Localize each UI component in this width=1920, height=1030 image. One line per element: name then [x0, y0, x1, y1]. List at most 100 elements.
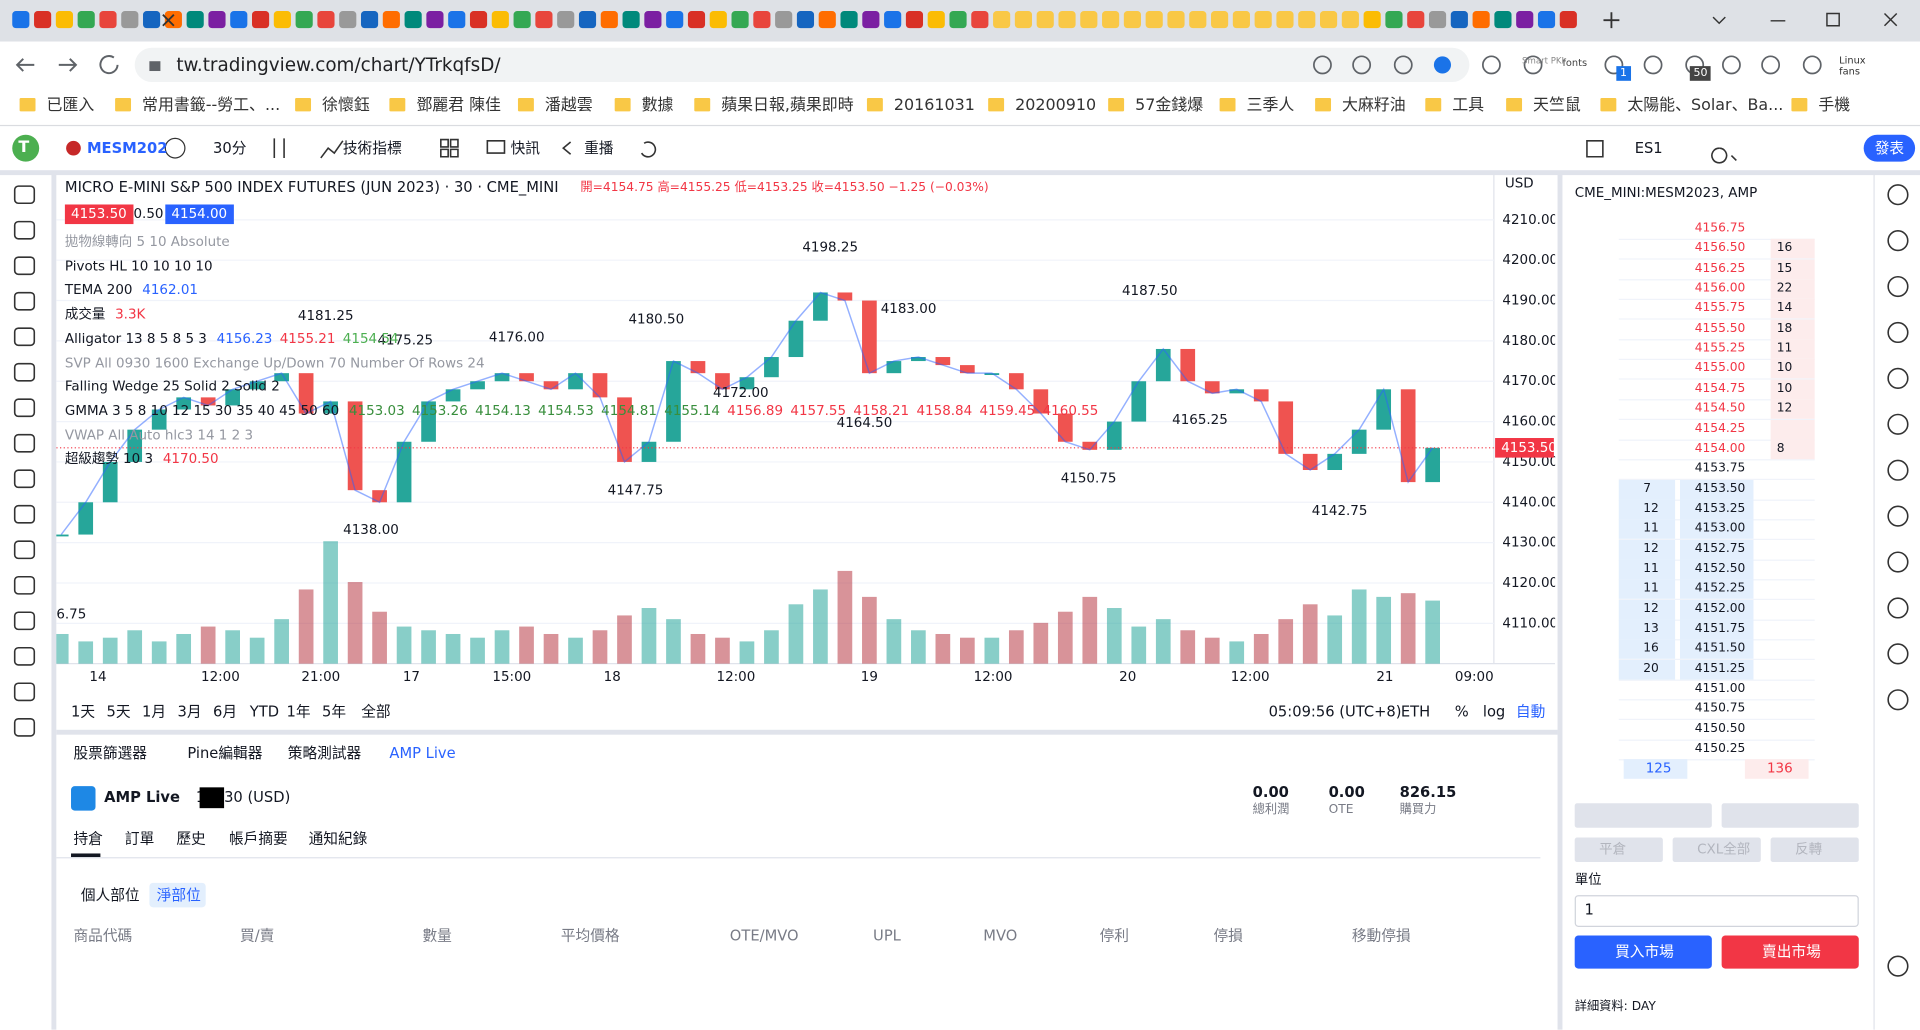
extension-icon [1482, 55, 1501, 75]
details[interactable]: 詳細資料: DAY [1574, 1000, 1656, 1014]
action-button[interactable] [1574, 837, 1663, 863]
tool-icon [13, 220, 36, 240]
bookmark[interactable]: 天竺鼠 [1533, 96, 1581, 116]
ladder-price[interactable]: 4152.50 [1694, 561, 1746, 576]
ladder-price[interactable]: 4155.75 [1694, 301, 1746, 316]
range-button[interactable]: 5年 [322, 702, 347, 721]
subtab[interactable]: 帳戶摘要 [228, 830, 288, 848]
percent-toggle[interactable]: % [1454, 702, 1469, 721]
bookmark[interactable]: 三季人 [1246, 96, 1295, 116]
ladder-price[interactable]: 4153.00 [1694, 521, 1746, 536]
ladder-price[interactable]: 4156.00 [1694, 281, 1746, 296]
subtab[interactable]: 持倉 [73, 830, 103, 848]
ladder-price[interactable]: 4152.75 [1694, 541, 1746, 556]
subtab[interactable]: 歷史 [176, 830, 206, 848]
bookmark[interactable]: 57金錢爆 [1135, 96, 1204, 116]
ladder-price[interactable]: 4153.75 [1694, 461, 1746, 476]
ladder-price[interactable]: 4152.25 [1694, 581, 1746, 596]
ladder-price[interactable]: 4154.25 [1694, 421, 1746, 436]
bookmark[interactable]: 潘越雲 [544, 96, 593, 116]
bid[interactable]: 4153.50 [64, 204, 133, 225]
panel-tab[interactable]: AMP Live [389, 744, 456, 762]
sell-label[interactable]: 賣出市場 [1762, 942, 1821, 961]
publish-button[interactable] [1863, 134, 1916, 162]
ladder-price[interactable]: 4151.75 [1694, 622, 1746, 636]
filter-button[interactable]: 淨部位 [156, 886, 201, 904]
range-button[interactable]: 全部 [361, 702, 391, 721]
action-label[interactable]: 反轉 [1795, 841, 1823, 858]
panel-tab[interactable]: 策略測試器 [287, 744, 362, 762]
ladder-price[interactable]: 4153.25 [1694, 501, 1746, 516]
bookmark[interactable]: 蘋果日報,蘋果即時 [721, 96, 854, 116]
ladder-price[interactable]: 4154.50 [1694, 401, 1746, 416]
broker[interactable]: AMP Live [104, 788, 180, 806]
sell-button[interactable] [1721, 935, 1859, 969]
action-button[interactable] [1672, 837, 1761, 863]
ladder-row [1618, 399, 1815, 421]
ladder-price[interactable]: 4151.50 [1694, 642, 1746, 656]
filter-button[interactable]: 個人部位 [80, 886, 140, 904]
session[interactable]: ETH [1400, 702, 1431, 721]
unit-input[interactable] [1574, 895, 1859, 927]
ladder-price[interactable]: 4151.25 [1694, 662, 1746, 676]
blank-button[interactable] [1574, 803, 1712, 828]
interval[interactable]: 30分 [213, 139, 247, 157]
range-button[interactable]: 3月 [177, 702, 202, 721]
bookmark[interactable]: 數據 [641, 96, 674, 116]
ladder-price[interactable]: 4155.00 [1694, 361, 1746, 376]
ladder-price[interactable]: 4152.00 [1694, 602, 1746, 616]
url[interactable]: tw.tradingview.com/chart/YTrkqfsD/ [176, 53, 501, 76]
ladder-price[interactable]: 4153.50 [1694, 481, 1746, 496]
bookmark[interactable]: 大麻籽油 [1342, 96, 1406, 116]
bookmark[interactable]: 20161031 [893, 96, 975, 116]
bookmark[interactable]: 手機 [1818, 96, 1851, 116]
range-button[interactable]: 1月 [142, 702, 167, 721]
bookmark[interactable]: 太陽能、Solar、Ba... [1627, 96, 1784, 116]
action-button[interactable] [1770, 837, 1859, 863]
auto-toggle[interactable]: 自動 [1515, 702, 1546, 721]
compare-symbol[interactable]: ES1 [1634, 139, 1663, 157]
subtab[interactable]: 通知紀錄 [308, 830, 368, 848]
log-toggle[interactable]: log [1482, 702, 1506, 721]
ask[interactable]: 4154.00 [165, 204, 234, 225]
ladder-price[interactable]: 4150.25 [1694, 742, 1746, 756]
ladder-price[interactable]: 4156.50 [1694, 241, 1746, 256]
bookmark[interactable]: 徐懷鈺 [322, 96, 370, 116]
ladder-price[interactable]: 4154.75 [1694, 381, 1746, 396]
range-button[interactable]: YTD [249, 702, 280, 721]
ladder-price[interactable]: 4150.75 [1694, 702, 1746, 716]
symbol[interactable]: MESM202 [86, 139, 168, 157]
ladder-price[interactable]: 4155.25 [1694, 341, 1746, 356]
indicators-button[interactable]: 技術指標 [342, 139, 402, 157]
buy-button[interactable] [1574, 935, 1712, 969]
panel-tab[interactable]: Pine編輯器 [187, 744, 263, 762]
bookmark[interactable]: 20200910 [1015, 96, 1097, 116]
ladder-price[interactable]: 4151.00 [1694, 682, 1746, 696]
bookmark[interactable]: 常用書籤--勞工、... [142, 96, 281, 116]
alerts-button[interactable]: 快訊 [510, 139, 541, 157]
ladder-price[interactable]: 4150.50 [1694, 722, 1746, 736]
subtab[interactable]: 訂單 [124, 830, 155, 848]
ladder-price[interactable]: 4156.75 [1694, 221, 1746, 236]
range-button[interactable]: 5天 [106, 702, 131, 721]
ladder-price[interactable]: 4154.00 [1694, 441, 1746, 456]
candle [421, 401, 436, 442]
avatar[interactable]: T [18, 138, 30, 157]
publish-label[interactable]: 發表 [1874, 139, 1905, 157]
blank-button[interactable] [1721, 803, 1859, 828]
replay-button[interactable]: 重播 [584, 139, 614, 157]
buy-label[interactable]: 買入市場 [1615, 942, 1674, 961]
bookmark[interactable]: 鄧麗君 陳佳 [416, 96, 501, 116]
bookmark[interactable]: 工具 [1452, 96, 1485, 116]
action-label[interactable]: CXL全部 [1697, 841, 1751, 858]
panel-tab[interactable]: 股票篩選器 [73, 744, 147, 762]
range-button[interactable]: 1天 [71, 702, 96, 721]
ladder-price[interactable]: 4155.50 [1694, 321, 1746, 336]
bookmark[interactable]: 已匯入 [46, 96, 95, 116]
action-label[interactable]: 平倉 [1599, 841, 1627, 858]
ladder-price[interactable]: 4156.25 [1694, 261, 1746, 276]
range-button[interactable]: 6月 [213, 702, 238, 721]
url-field[interactable] [134, 47, 1470, 83]
unit-value[interactable]: 1 [1584, 901, 1594, 919]
range-button[interactable]: 1年 [286, 702, 311, 721]
